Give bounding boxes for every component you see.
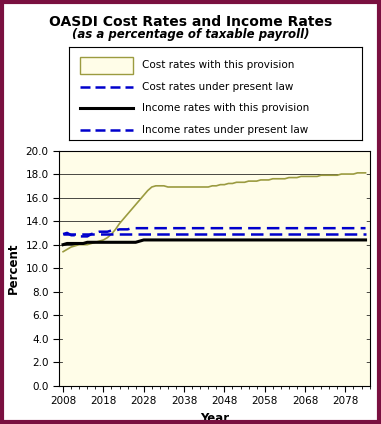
Text: Cost rates under present law: Cost rates under present law <box>142 82 293 92</box>
Text: OASDI Cost Rates and Income Rates: OASDI Cost Rates and Income Rates <box>49 15 332 29</box>
Text: Income rates under present law: Income rates under present law <box>142 125 308 135</box>
Text: Cost rates with this provision: Cost rates with this provision <box>142 60 294 70</box>
Text: Income rates with this provision: Income rates with this provision <box>142 103 309 113</box>
Y-axis label: Percent: Percent <box>7 243 20 294</box>
FancyBboxPatch shape <box>80 57 133 74</box>
Text: (as a percentage of taxable payroll): (as a percentage of taxable payroll) <box>72 28 309 41</box>
X-axis label: Year: Year <box>200 412 229 424</box>
